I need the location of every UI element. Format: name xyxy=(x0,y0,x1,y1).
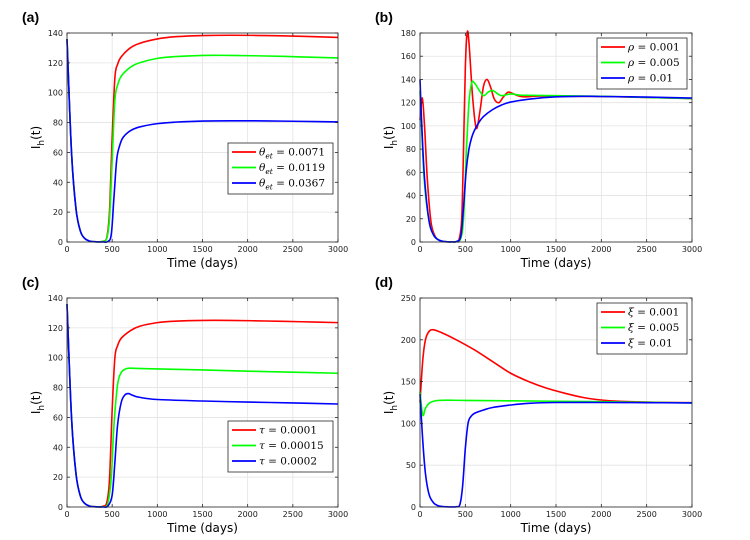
panel-b: 0 500 1000 1500 2000 2500 3000 0 20 40 60 80 100 120 1… xyxy=(375,9,702,270)
legend: ξ = 0.001 ξ = 0.005 ξ = 0.01 xyxy=(596,302,688,355)
panel-label: (d) xyxy=(375,274,393,290)
y-tick-label: 0 xyxy=(411,503,416,512)
x-tick-label: 2500 xyxy=(283,245,303,254)
x-axis-label: Time (days) xyxy=(166,256,238,270)
x-tick-label: 0 xyxy=(417,245,422,254)
y-tick-label: 50 xyxy=(406,461,416,470)
x-tick-label: 3000 xyxy=(328,245,348,254)
y-axis-label: Ih(t) xyxy=(29,126,47,149)
y-tick-label: 250 xyxy=(401,294,416,303)
y-tick-label: 100 xyxy=(48,354,63,363)
y-tick-label: 80 xyxy=(53,119,63,128)
y-tick-label: 120 xyxy=(48,324,63,333)
y-axis-label: Ih(t) xyxy=(382,391,400,414)
y-tick-label: 40 xyxy=(53,178,63,187)
x-tick-label: 3000 xyxy=(682,245,702,254)
y-tick-label: 200 xyxy=(401,336,416,345)
legend: ρ = 0.001 ρ = 0.005 ρ = 0.01 xyxy=(596,37,688,90)
x-axis-label: Time (days) xyxy=(166,521,238,535)
y-tick-label: 180 xyxy=(401,29,416,38)
y-tick-label: 60 xyxy=(53,413,63,422)
x-axis-label: Time (days) xyxy=(520,521,592,535)
y-tick-label: 20 xyxy=(406,215,416,224)
x-tick-label: 3000 xyxy=(682,510,702,519)
y-tick-label: 120 xyxy=(48,59,63,68)
x-tick-label: 0 xyxy=(64,245,69,254)
series-line xyxy=(419,394,693,508)
legend-entry: ρ = 0.001 xyxy=(627,42,680,54)
x-tick-label: 1500 xyxy=(546,510,566,519)
y-tick-label: 60 xyxy=(53,148,63,157)
panel-label: (c) xyxy=(22,274,39,290)
x-tick-label: 1500 xyxy=(192,245,212,254)
y-tick-label: 40 xyxy=(53,443,63,452)
y-tick-label: 100 xyxy=(401,419,416,428)
legend-entry: ρ = 0.005 xyxy=(627,57,680,69)
x-axis-label: Time (days) xyxy=(520,256,592,270)
x-tick-label: 2500 xyxy=(283,510,303,519)
y-tick-label: 160 xyxy=(401,52,416,61)
x-tick-label: 500 xyxy=(105,245,120,254)
y-tick-label: 80 xyxy=(406,145,416,154)
legend-entry: θet = 0.0119 xyxy=(259,162,325,176)
panel-label: (b) xyxy=(375,9,393,25)
legend-entry: τ = 0.00015 xyxy=(259,440,324,452)
panel-c: 0 500 1000 1500 2000 2500 3000 0 20 40 60 80 100 120 1… xyxy=(22,274,348,535)
x-tick-label: 2000 xyxy=(237,245,257,254)
legend-entry: θet = 0.0071 xyxy=(259,147,325,161)
y-tick-label: 20 xyxy=(53,473,63,482)
x-tick-label: 2000 xyxy=(591,510,611,519)
legend-entry: ξ = 0.005 xyxy=(628,322,679,334)
legend-entry: θet = 0.0367 xyxy=(259,178,325,192)
x-tick-label: 2500 xyxy=(636,245,656,254)
x-tick-label: 1500 xyxy=(192,510,212,519)
x-tick-label: 500 xyxy=(105,510,120,519)
legend-entry: ξ = 0.01 xyxy=(628,338,673,350)
x-tick-label: 2000 xyxy=(591,245,611,254)
y-tick-label: 140 xyxy=(48,29,63,38)
x-tick-label: 0 xyxy=(64,510,69,519)
y-tick-label: 100 xyxy=(401,122,416,131)
x-tick-label: 0 xyxy=(417,510,422,519)
y-tick-label: 0 xyxy=(58,238,63,247)
series-line xyxy=(66,303,339,509)
panel-d: 0 500 1000 1500 2000 2500 3000 0 50 100 150 200 250 T… xyxy=(375,274,702,535)
y-tick-label: 40 xyxy=(406,192,416,201)
y-tick-label: 140 xyxy=(401,75,416,84)
y-tick-label: 20 xyxy=(53,208,63,217)
legend-entry: τ = 0.0002 xyxy=(259,456,317,468)
y-tick-label: 120 xyxy=(401,99,416,108)
legend-entry: ρ = 0.01 xyxy=(627,73,673,85)
panel-label: (a) xyxy=(22,9,39,25)
legend: τ = 0.0001 τ = 0.00015 τ = 0.0002 xyxy=(227,420,334,473)
y-tick-label: 80 xyxy=(53,384,63,393)
series-line xyxy=(419,79,693,243)
x-tick-label: 2000 xyxy=(237,510,257,519)
legend-entry: ξ = 0.001 xyxy=(628,307,679,319)
y-tick-label: 100 xyxy=(48,89,63,98)
y-tick-label: 0 xyxy=(58,503,63,512)
x-tick-label: 2500 xyxy=(636,510,656,519)
x-tick-label: 1000 xyxy=(147,245,167,254)
x-tick-label: 1000 xyxy=(147,510,167,519)
y-tick-label: 140 xyxy=(48,294,63,303)
y-tick-label: 0 xyxy=(411,238,416,247)
x-tick-label: 1500 xyxy=(546,245,566,254)
x-tick-label: 500 xyxy=(458,245,473,254)
x-tick-label: 3000 xyxy=(328,510,348,519)
y-axis-label: Ih(t) xyxy=(382,126,400,149)
y-tick-label: 150 xyxy=(401,378,416,387)
x-tick-label: 500 xyxy=(458,510,473,519)
series-line xyxy=(66,38,339,243)
x-tick-label: 1000 xyxy=(500,510,520,519)
y-tick-label: 60 xyxy=(406,168,416,177)
legend-entry: τ = 0.0001 xyxy=(259,425,317,437)
panel-a: 0 500 1000 1500 2000 2500 3000 0 20 40 60 80 100 120 1… xyxy=(22,9,348,270)
x-tick-label: 1000 xyxy=(500,245,520,254)
series-line xyxy=(419,391,693,417)
y-axis-label: Ih(t) xyxy=(29,391,47,414)
